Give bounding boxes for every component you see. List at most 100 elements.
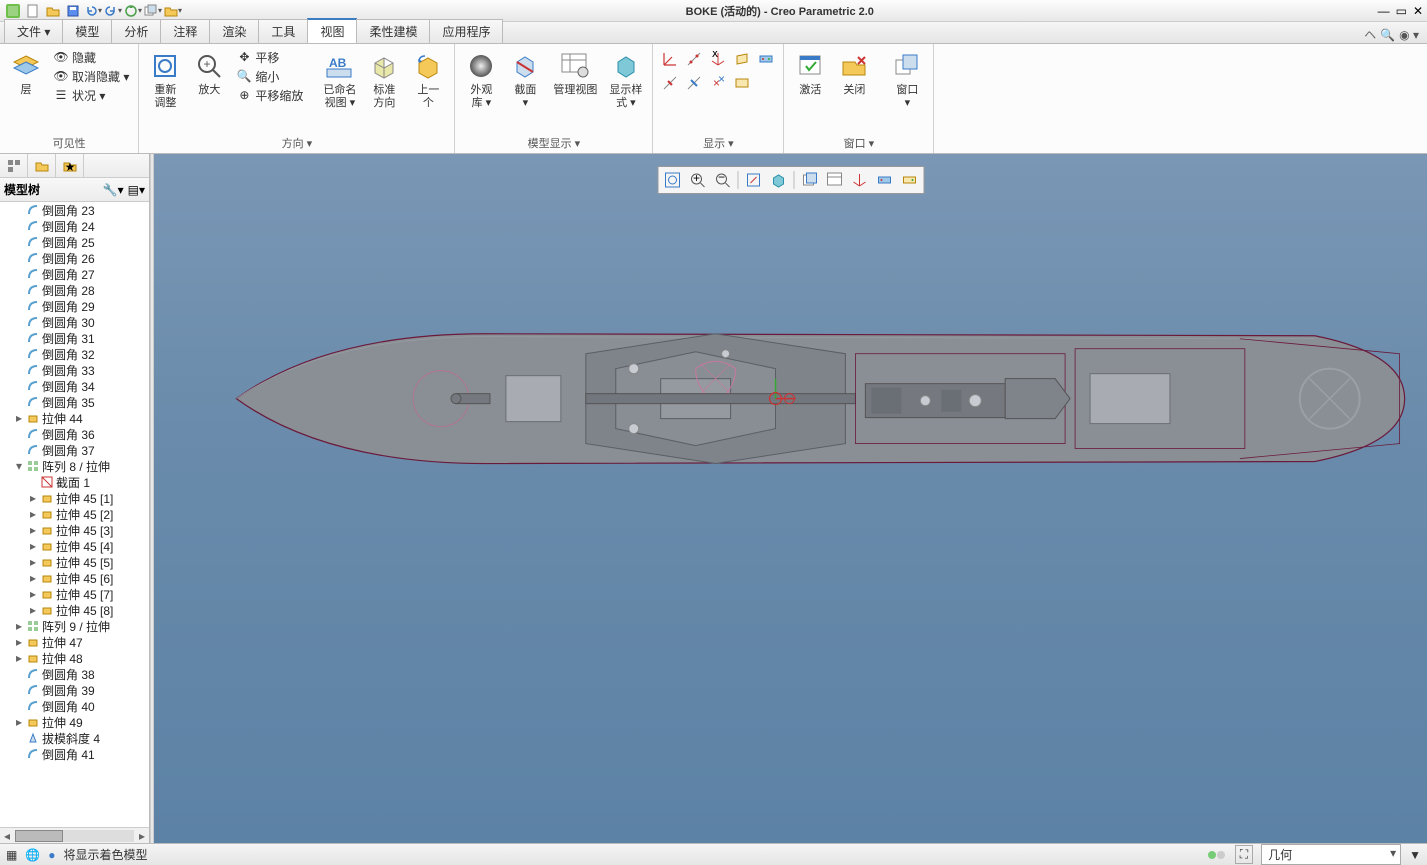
tree-item[interactable]: ▸拉伸 49 [0, 714, 149, 730]
tree-item[interactable]: ▸拉伸 48 [0, 650, 149, 666]
tree-item[interactable]: 倒圆角 41 [0, 746, 149, 762]
sb-filter-icon[interactable]: ▼ [1409, 848, 1421, 862]
maximize-icon[interactable]: ▭ [1396, 4, 1407, 18]
qat-save-icon[interactable] [64, 2, 82, 20]
tree-item[interactable]: 倒圆角 34 [0, 378, 149, 394]
selection-filter-dropdown[interactable]: 几何 [1261, 844, 1401, 865]
tree-item[interactable]: 倒圆角 36 [0, 426, 149, 442]
show-csys-icon[interactable]: x [707, 48, 729, 70]
tree-item[interactable]: 倒圆角 23 [0, 202, 149, 218]
qat-app-icon[interactable] [4, 2, 22, 20]
namedview-button[interactable]: AB已命名 视图 ▾ [319, 48, 360, 112]
ribbon-collapse-icon[interactable]: ヘ [1364, 26, 1376, 43]
status-button[interactable]: ☰状况 ▾ [50, 86, 132, 104]
tree-item[interactable]: 倒圆角 24 [0, 218, 149, 234]
section-button[interactable]: 截面 ▾ [505, 48, 545, 112]
tree-item[interactable]: ▾阵列 8 / 拉伸 [0, 458, 149, 474]
show-datum-icon[interactable] [659, 72, 681, 94]
tree-item[interactable]: ▸拉伸 45 [4] [0, 538, 149, 554]
show-annot-icon[interactable] [755, 48, 777, 70]
tree-item[interactable]: 拔模斜度 4 [0, 730, 149, 746]
tree-hscroll[interactable]: ◂ ▸ [0, 827, 149, 843]
tree-item[interactable]: ▸拉伸 45 [8] [0, 602, 149, 618]
closewin-button[interactable]: 关闭 [834, 48, 874, 99]
viewport-3d[interactable]: + − [154, 154, 1427, 843]
zoomout-button[interactable]: 🔍缩小 [233, 67, 306, 85]
qat-undo-icon[interactable]: ▾ [84, 2, 102, 20]
dispstyle-button[interactable]: 显示样 式 ▾ [605, 48, 646, 112]
windows-button[interactable]: 窗口 ▾ [887, 48, 927, 112]
tree-tab-fav-icon[interactable]: ★ [56, 154, 84, 178]
sb-tree-icon[interactable]: ▦ [6, 848, 17, 862]
minimize-icon[interactable]: — [1378, 4, 1390, 18]
layer-button[interactable]: 层 [6, 48, 46, 99]
prev-button[interactable]: 上一 个 [408, 48, 448, 112]
model-tree[interactable]: 倒圆角 23倒圆角 24倒圆角 25倒圆角 26倒圆角 27倒圆角 28倒圆角 … [0, 202, 149, 827]
tree-item[interactable]: ▸拉伸 45 [5] [0, 554, 149, 570]
sb-browser-icon[interactable]: 🌐 [25, 848, 40, 862]
help-icon[interactable]: ◉ ▾ [1399, 28, 1419, 42]
tab-apps[interactable]: 应用程序 [429, 19, 503, 43]
sb-find-icon[interactable]: ⛶ [1235, 845, 1253, 864]
tree-item[interactable]: ▸拉伸 47 [0, 634, 149, 650]
tree-item[interactable]: 倒圆角 25 [0, 234, 149, 250]
search-icon[interactable]: 🔍 [1380, 28, 1395, 42]
tab-render[interactable]: 渲染 [209, 19, 259, 43]
tab-file[interactable]: 文件 ▾ [4, 19, 63, 43]
show-tag-icon[interactable] [731, 72, 753, 94]
tree-tab-folder-icon[interactable] [28, 154, 56, 178]
tree-item[interactable]: 倒圆角 39 [0, 682, 149, 698]
tree-item[interactable]: 倒圆角 30 [0, 314, 149, 330]
qat-redo-icon[interactable]: ▾ [104, 2, 122, 20]
tree-item[interactable]: 倒圆角 29 [0, 298, 149, 314]
show-surf-icon[interactable]: ×× [707, 72, 729, 94]
stddir-button[interactable]: 标准 方向 [364, 48, 404, 112]
show-plane-icon[interactable] [731, 48, 753, 70]
tree-item[interactable]: 倒圆角 28 [0, 282, 149, 298]
tree-item[interactable]: 倒圆角 32 [0, 346, 149, 362]
qat-close-icon[interactable]: ▾ [164, 2, 182, 20]
tree-item[interactable]: 倒圆角 31 [0, 330, 149, 346]
tree-item[interactable]: ▸拉伸 45 [2] [0, 506, 149, 522]
pan-button[interactable]: ✥平移 [233, 48, 306, 66]
tree-item[interactable]: 倒圆角 38 [0, 666, 149, 682]
show-point-icon[interactable] [683, 48, 705, 70]
tree-item[interactable]: 倒圆角 26 [0, 250, 149, 266]
show-curve-icon[interactable] [683, 72, 705, 94]
close-window-icon[interactable]: ✕ [1413, 4, 1423, 18]
qat-regen-icon[interactable]: ▾ [124, 2, 142, 20]
tree-show-icon[interactable]: ▤▾ [128, 183, 145, 197]
manageview-button[interactable]: 管理视图 [549, 48, 601, 99]
tree-item[interactable]: 倒圆角 40 [0, 698, 149, 714]
activate-button[interactable]: 激活 [790, 48, 830, 99]
tab-tools[interactable]: 工具 [258, 19, 308, 43]
tree-item[interactable]: 倒圆角 27 [0, 266, 149, 282]
qat-open-icon[interactable] [44, 2, 62, 20]
tree-item[interactable]: ▸拉伸 45 [1] [0, 490, 149, 506]
unhide-button[interactable]: 👁取消隐藏 ▾ [50, 67, 132, 85]
tree-item[interactable]: 倒圆角 37 [0, 442, 149, 458]
tab-flex[interactable]: 柔性建模 [356, 19, 430, 43]
show-axis-icon[interactable] [659, 48, 681, 70]
tab-analysis[interactable]: 分析 [111, 19, 161, 43]
tab-annotate[interactable]: 注释 [160, 19, 210, 43]
tree-item[interactable]: ▸拉伸 45 [3] [0, 522, 149, 538]
tree-item[interactable]: 截面 1 [0, 474, 149, 490]
qat-new-icon[interactable] [24, 2, 42, 20]
tree-item[interactable]: ▸拉伸 45 [7] [0, 586, 149, 602]
tab-model[interactable]: 模型 [62, 19, 112, 43]
tree-item[interactable]: ▸拉伸 45 [6] [0, 570, 149, 586]
tree-item[interactable]: 倒圆角 35 [0, 394, 149, 410]
refit-button[interactable]: 重新 调整 [145, 48, 185, 112]
tree-settings-icon[interactable]: 🔧▾ [103, 183, 124, 197]
appearance-button[interactable]: 外观 库 ▾ [461, 48, 501, 112]
hide-button[interactable]: 👁隐藏 [50, 48, 132, 66]
tree-item[interactable]: 倒圆角 33 [0, 362, 149, 378]
qat-windows-icon[interactable]: ▾ [144, 2, 162, 20]
tab-view[interactable]: 视图 [307, 18, 357, 43]
tree-tab-model-icon[interactable] [0, 154, 28, 178]
panzoom-button[interactable]: ⊕平移缩放 [233, 86, 306, 104]
tree-item[interactable]: ▸拉伸 44 [0, 410, 149, 426]
tree-item[interactable]: ▸阵列 9 / 拉伸 [0, 618, 149, 634]
zoomin-button[interactable]: +放大 [189, 48, 229, 99]
